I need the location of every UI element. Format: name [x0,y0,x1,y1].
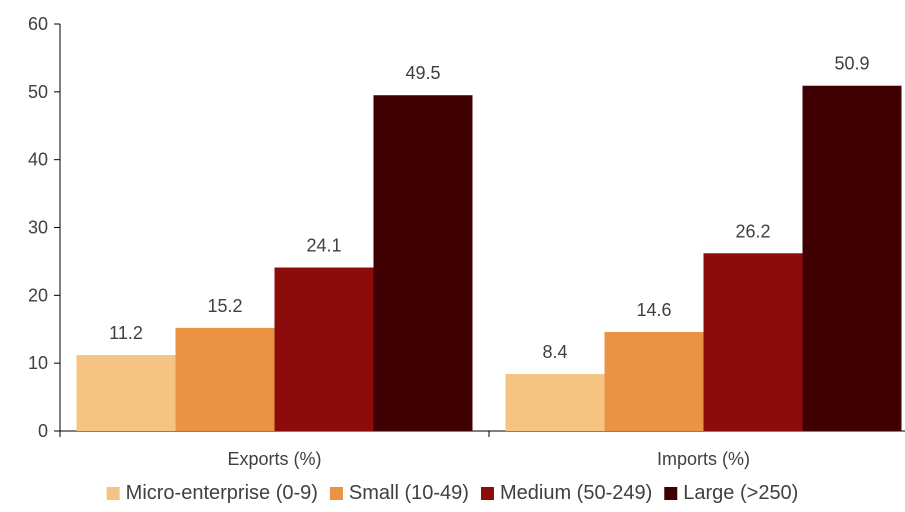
bar-data-label: 50.9 [834,54,869,74]
bar [373,95,473,431]
legend-swatch [329,487,343,500]
y-axis: 0 10 20 30 40 50 60 [28,14,61,441]
x-tick-label: Exports (%) [227,449,321,469]
x-axis: Exports (%) Imports (%) [59,430,905,469]
bars-group [76,85,902,431]
y-tick-label: 0 [38,421,48,441]
bar [76,355,176,431]
bar [604,331,704,431]
bar [175,327,275,431]
legend: Micro-enterprise (0-9) Small (10-49) Mediu… [106,482,798,504]
legend-item: Micro-enterprise (0-9) [106,482,318,504]
bar-data-label: 8.4 [542,342,567,362]
bar-data-label: 15.2 [207,296,242,316]
bar-data-label: 11.2 [109,323,143,343]
legend-item: Medium (50-249) [480,482,652,504]
data-labels-group: 11.2 15.2 24.1 49.5 8.4 14.6 26.2 50.9 [109,54,869,362]
bar-data-label: 24.1 [306,236,341,256]
legend-label: Small (10-49) [349,482,469,504]
y-tick-label: 40 [28,150,48,170]
y-tick-label: 10 [28,353,48,373]
legend-swatch [106,487,120,500]
bar-data-label: 49.5 [405,63,440,83]
y-tick-label: 30 [28,218,48,238]
legend-item: Large (>250) [664,482,798,504]
legend-label: Large (>250) [683,482,798,504]
legend-swatch [664,487,678,500]
x-tick-label: Imports (%) [657,449,750,469]
bar-data-label: 14.6 [636,300,671,320]
bar [274,267,374,431]
bar [703,253,803,431]
legend-label: Medium (50-249) [500,482,652,504]
legend-item: Small (10-49) [329,482,469,504]
bar [802,85,902,431]
y-tick-label: 20 [28,285,48,305]
y-tick-label: 50 [28,82,48,102]
legend-label: Micro-enterprise (0-9) [126,482,318,504]
legend-swatch [480,487,494,500]
bar [505,374,605,431]
y-tick-label: 60 [28,14,48,34]
bar-data-label: 26.2 [735,221,770,241]
